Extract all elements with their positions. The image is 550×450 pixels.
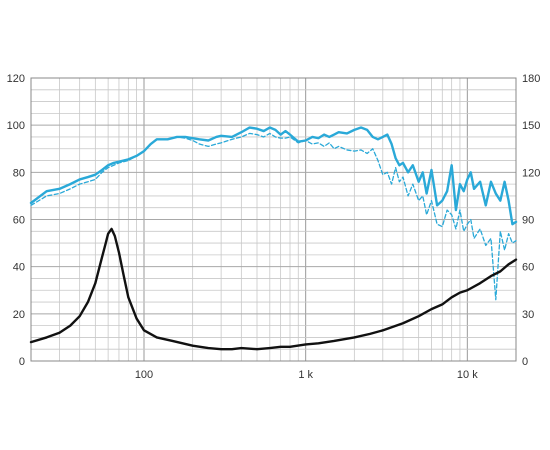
y-right-tick-label: 30 [522,309,534,321]
response-solid-line [29,126,518,226]
y-left-tick-label: 100 [7,120,25,132]
axes [30,77,517,362]
series [29,126,518,351]
grid [30,77,517,362]
y-right-tick-label: 60 [522,262,534,274]
y-left-tick-label: 20 [13,309,25,321]
x-tick-label: 100 [135,369,153,381]
y-left-tick-label: 120 [7,73,25,85]
impedance-line [29,227,518,351]
y-left-tick-label: 60 [13,215,25,227]
y-right-tick-label: 120 [522,167,540,179]
y-right-tick-label: 180 [522,73,540,85]
y-right-tick-label: 0 [522,356,528,368]
plot-frame [30,77,517,362]
y-left-tick-label: 40 [13,262,25,274]
tick-labels: 0 20 40 60 80 100 120 0 30 60 90 120 150 180 100 1 k 10 … [7,73,541,381]
response-dashed-line [30,132,517,301]
y-right-tick-label: 150 [522,120,540,132]
y-right-tick-label: 90 [522,215,534,227]
x-tick-label: 1 k [298,369,313,381]
y-left-tick-label: 80 [13,167,25,179]
y-left-tick-label: 0 [19,356,25,368]
x-tick-label: 10 k [457,369,478,381]
